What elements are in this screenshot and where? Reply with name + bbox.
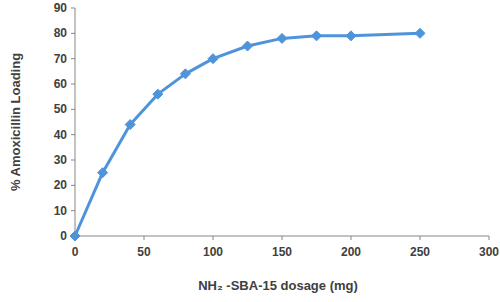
data-point <box>346 31 356 41</box>
x-tick-label: 100 <box>203 245 223 259</box>
x-tick-label: 200 <box>341 245 361 259</box>
data-point <box>243 41 253 51</box>
y-tick <box>71 185 75 186</box>
x-tick <box>144 236 145 240</box>
y-tick <box>71 160 75 161</box>
data-point <box>277 33 287 43</box>
data-point <box>180 69 190 79</box>
y-tick-label: 70 <box>54 52 68 66</box>
y-tick-label: 0 <box>60 229 67 243</box>
y-tick-label: 40 <box>54 128 68 142</box>
data-point <box>125 120 135 130</box>
x-tick <box>351 236 352 240</box>
y-tick-label: 90 <box>54 1 68 15</box>
chart: 0 10 20 30 40 50 60 70 80 90 0 50 100 150 200 250 300 NH₂… <box>0 0 500 302</box>
y-tick <box>71 58 75 59</box>
y-tick <box>71 8 75 9</box>
y-tick-label: 30 <box>54 153 68 167</box>
x-tick-label: 50 <box>137 245 151 259</box>
x-tick-label: 150 <box>272 245 292 259</box>
y-axis-label: % Amoxicillin Loading <box>8 53 23 191</box>
y-tick-label: 80 <box>54 26 68 40</box>
x-tick-label: 0 <box>72 245 79 259</box>
y-tick <box>71 134 75 135</box>
plot-area <box>70 28 425 241</box>
y-tick-label: 20 <box>54 178 68 192</box>
y-axis-line <box>75 8 76 236</box>
data-point <box>312 31 322 41</box>
data-point <box>98 168 108 178</box>
y-tick-label: 10 <box>54 204 68 218</box>
data-line <box>75 33 420 236</box>
y-tick <box>71 109 75 110</box>
y-tick-label: 50 <box>54 102 68 116</box>
y-tick <box>71 33 75 34</box>
data-point <box>70 231 80 241</box>
data-point <box>208 54 218 64</box>
x-tick-label: 250 <box>410 245 430 259</box>
y-tick-label: 60 <box>54 77 68 91</box>
x-axis-label: NH₂ -SBA-15 dosage (mg) <box>198 278 358 293</box>
data-point <box>415 28 425 38</box>
x-tick <box>282 236 283 240</box>
x-tick-label: 300 <box>479 245 499 259</box>
x-tick <box>213 236 214 240</box>
x-tick <box>489 236 490 240</box>
y-tick <box>71 210 75 211</box>
x-tick <box>420 236 421 240</box>
y-tick <box>71 84 75 85</box>
data-point <box>153 89 163 99</box>
